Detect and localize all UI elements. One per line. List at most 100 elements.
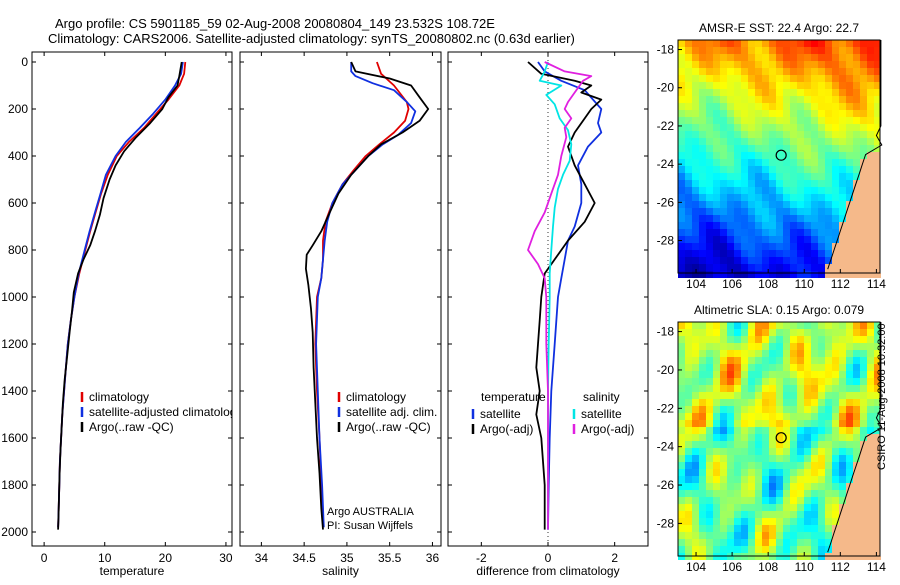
map-cell xyxy=(825,385,832,392)
map-cell xyxy=(748,124,755,131)
map-cell xyxy=(825,420,832,427)
map-cell xyxy=(692,343,699,350)
map-cell xyxy=(699,215,706,222)
map-cell xyxy=(755,159,762,166)
map-cell xyxy=(727,420,734,427)
map-cell xyxy=(797,131,804,138)
map-cell xyxy=(790,336,797,343)
map-cell xyxy=(832,427,839,434)
map-cell xyxy=(783,40,790,47)
map-cell xyxy=(804,462,811,469)
map-cell xyxy=(741,103,748,110)
map-cell xyxy=(699,343,706,350)
x-tick-label: 34.5 xyxy=(292,551,316,565)
map-cell xyxy=(853,166,860,173)
map-cell xyxy=(713,173,720,180)
map-cell xyxy=(762,469,769,476)
map-cell xyxy=(727,82,734,89)
map-cell xyxy=(811,166,818,173)
map-cell xyxy=(860,264,867,271)
map-cell xyxy=(734,257,741,264)
map-cell xyxy=(776,194,783,201)
map-cell xyxy=(853,145,860,152)
map-cell xyxy=(678,82,685,89)
map-cell xyxy=(797,187,804,194)
map-cell xyxy=(776,75,783,82)
map-cell xyxy=(713,236,720,243)
map-cell xyxy=(692,250,699,257)
map-cell xyxy=(755,434,762,441)
map-cell xyxy=(783,166,790,173)
map-cell xyxy=(727,194,734,201)
map-cell xyxy=(811,406,818,413)
map-cell xyxy=(741,152,748,159)
map-cell xyxy=(783,89,790,96)
map-cell xyxy=(825,322,832,329)
map-cell xyxy=(776,504,783,511)
map-cell xyxy=(811,434,818,441)
map-cell xyxy=(860,490,867,497)
map-cell xyxy=(692,406,699,413)
map-cell xyxy=(776,145,783,152)
map-cell xyxy=(867,350,874,357)
map-cell xyxy=(748,483,755,490)
map-cell xyxy=(776,490,783,497)
map-cell xyxy=(853,131,860,138)
map-cell xyxy=(685,476,692,483)
map-cell xyxy=(755,385,762,392)
map-cell xyxy=(860,194,867,201)
map-cell xyxy=(692,546,699,553)
map-cell xyxy=(699,329,706,336)
map-cell xyxy=(706,546,713,553)
map-cell xyxy=(776,187,783,194)
map-cell xyxy=(867,54,874,61)
map-cell xyxy=(685,364,692,371)
map-cell xyxy=(706,243,713,250)
map-cell xyxy=(678,264,685,271)
map-frame xyxy=(677,39,881,274)
map-cell xyxy=(678,166,685,173)
map-cell xyxy=(678,357,685,364)
map-cell xyxy=(783,385,790,392)
map-cell xyxy=(755,322,762,329)
map-cell xyxy=(783,539,790,546)
map-cell xyxy=(811,103,818,110)
map-cell xyxy=(804,208,811,215)
map-cell xyxy=(755,75,762,82)
map-cell xyxy=(853,208,860,215)
map-cell xyxy=(692,483,699,490)
map-cell xyxy=(825,462,832,469)
map-cell xyxy=(748,250,755,257)
map-cell xyxy=(811,243,818,250)
map-cell xyxy=(846,350,853,357)
map-cell xyxy=(678,110,685,117)
map-cell xyxy=(846,103,853,110)
map-cell xyxy=(832,448,839,455)
map-cell xyxy=(727,434,734,441)
map-cell xyxy=(811,257,818,264)
map-cell xyxy=(867,180,874,187)
map-cell xyxy=(727,476,734,483)
map-cell xyxy=(839,399,846,406)
map-cell xyxy=(706,420,713,427)
map-cell xyxy=(818,138,825,145)
map-cell xyxy=(769,166,776,173)
map-cell xyxy=(755,180,762,187)
map-cell xyxy=(797,117,804,124)
map-cell xyxy=(741,336,748,343)
map-cell xyxy=(748,131,755,138)
map-cell xyxy=(867,103,874,110)
map-cell xyxy=(713,222,720,229)
map-cell xyxy=(804,434,811,441)
map-cell xyxy=(839,413,846,420)
map-cell xyxy=(706,138,713,145)
map-cell xyxy=(832,343,839,350)
map-cell xyxy=(832,103,839,110)
map-cell xyxy=(769,455,776,462)
map-cell xyxy=(769,420,776,427)
map-cell xyxy=(685,525,692,532)
map-cell xyxy=(727,208,734,215)
map-cell xyxy=(734,82,741,89)
map-cell xyxy=(734,271,741,278)
map-cell xyxy=(874,208,881,215)
